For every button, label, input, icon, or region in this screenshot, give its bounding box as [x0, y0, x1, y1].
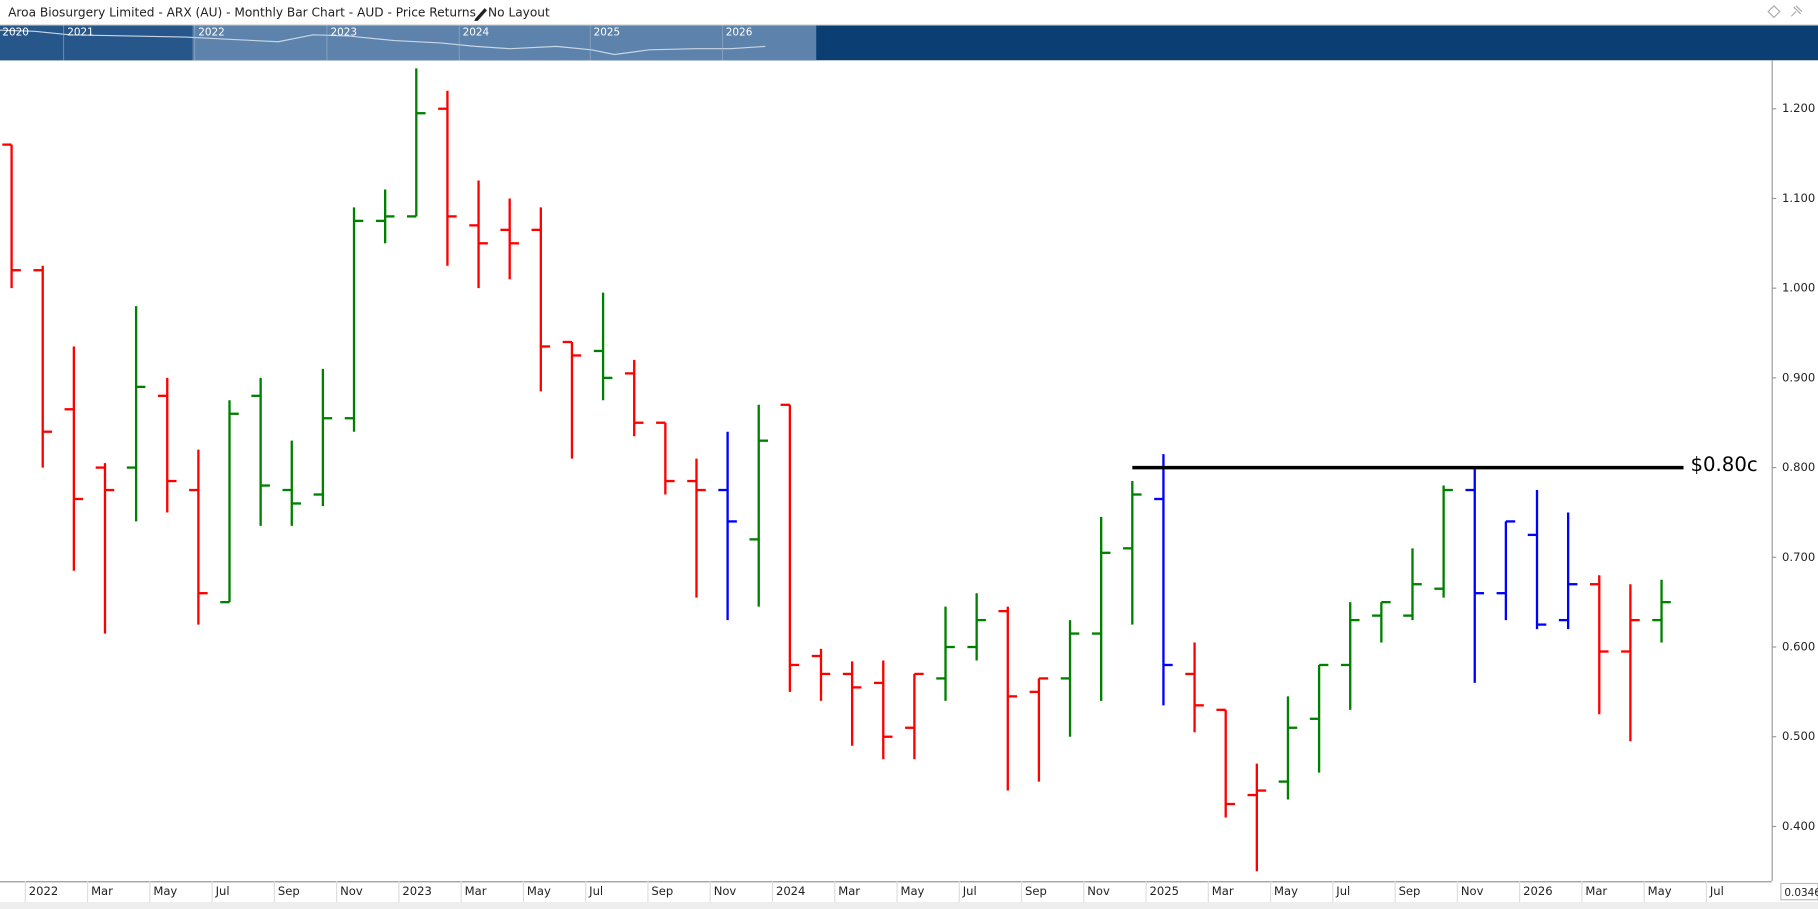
x-tick-label: Mar: [465, 884, 487, 898]
x-tick-label: May: [527, 884, 551, 898]
x-tick-label: Mar: [838, 884, 860, 898]
x-tick-label: Jul: [1335, 884, 1350, 898]
x-tick-label: Nov: [340, 884, 363, 898]
y-tick-label: 0.500: [1782, 729, 1815, 743]
x-tick-label: May: [1274, 884, 1298, 898]
y-tick-label: 1.200: [1782, 101, 1815, 115]
navigator-year: 2026: [726, 26, 753, 38]
window-icons[interactable]: [1767, 4, 1803, 19]
resistance-label: $0.80c: [1690, 453, 1757, 476]
navigator[interactable]: [0, 25, 1818, 61]
x-tick-label: Sep: [1025, 884, 1047, 898]
chart-title: Aroa Biosurgery Limited - ARX (AU) - Mon…: [8, 5, 550, 19]
y-tick-label: 0.600: [1782, 640, 1815, 654]
navigator-year: 2022: [198, 26, 225, 38]
navigator-year: 2021: [67, 26, 94, 38]
x-tick-label: Nov: [714, 884, 737, 898]
navigator-year: 2023: [330, 26, 357, 38]
x-tick-label: Mar: [1585, 884, 1607, 898]
x-tick-label: Mar: [91, 884, 113, 898]
x-tick-label: Sep: [651, 884, 673, 898]
edit-icon[interactable]: [474, 8, 487, 21]
x-tick-label: Jul: [962, 884, 977, 898]
x-tick-label: Mar: [1212, 884, 1234, 898]
navigator-year: 2020: [2, 26, 29, 38]
y-tick-label: 0.700: [1782, 550, 1815, 564]
x-tick-label: Nov: [1461, 884, 1484, 898]
corner-label: 0.0346: [1784, 887, 1818, 899]
x-tick-label: Jul: [588, 884, 603, 898]
x-tick-label: 2026: [1523, 884, 1552, 898]
y-tick-label: 0.400: [1782, 819, 1815, 833]
x-tick-label: 2022: [29, 884, 58, 898]
x-tick-label: Jul: [215, 884, 230, 898]
x-tick-label: Nov: [1087, 884, 1110, 898]
x-tick-label: May: [153, 884, 177, 898]
scrollbar[interactable]: [0, 902, 1818, 909]
x-tick-label: Jul: [1709, 884, 1724, 898]
y-tick-label: 0.900: [1782, 370, 1815, 384]
navigator-year: 2024: [463, 26, 490, 38]
x-tick-label: May: [1648, 884, 1672, 898]
x-tick-label: 2024: [776, 884, 805, 898]
y-tick-label: 1.000: [1782, 281, 1815, 295]
x-tick-label: 2023: [402, 884, 431, 898]
x-tick-label: 2025: [1150, 884, 1179, 898]
corner-box: [1780, 882, 1818, 901]
y-tick-label: 1.100: [1782, 191, 1815, 205]
x-tick-label: Sep: [1399, 884, 1421, 898]
x-tick-label: May: [900, 884, 924, 898]
navigator-year: 2025: [594, 26, 621, 38]
y-tick-label: 0.800: [1782, 460, 1815, 474]
x-tick-label: Sep: [278, 884, 300, 898]
